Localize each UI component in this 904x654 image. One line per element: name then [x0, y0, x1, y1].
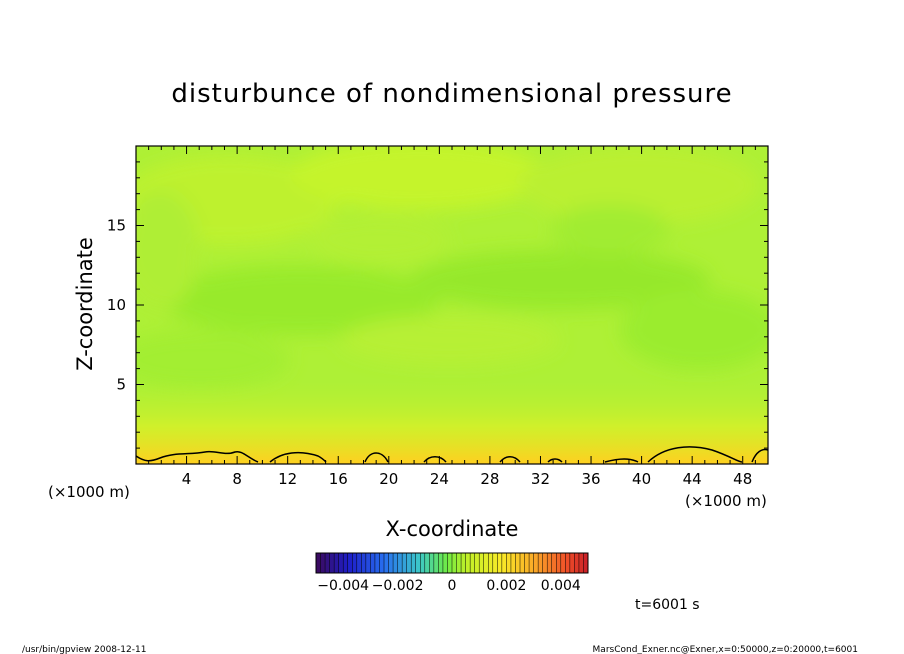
y-tick-label: 5 [116, 376, 126, 394]
colorbar-cell [533, 553, 539, 573]
colorbar-cell [510, 553, 516, 573]
colorbar-cell [320, 553, 326, 573]
colorbar-cell [547, 553, 553, 573]
colorbar-cell [456, 553, 462, 573]
colorbar-cell [442, 553, 448, 573]
contour-line [135, 446, 769, 463]
colorbar-frame [315, 552, 589, 574]
colorbar-tick-label: −0.004 [317, 578, 369, 594]
colorbar-cell [551, 553, 557, 573]
colorbar-cell [538, 553, 543, 573]
colorbar-tick-label: 0 [448, 578, 457, 594]
colorbar-cell [524, 553, 530, 573]
colorbar-cell [515, 553, 521, 573]
colorbar-cell [420, 553, 426, 573]
colorbar-cell [316, 553, 321, 573]
colorbar-cell [402, 553, 407, 573]
footer-right: MarsCond_Exner.nc@Exner,x=0:50000,z=0:20… [593, 645, 858, 654]
x-tick-label: 44 [683, 470, 702, 488]
x-unit-right: (×1000 m) [685, 492, 767, 510]
colorbar-cell [356, 553, 362, 573]
colorbar-cell [479, 553, 485, 573]
colorbar-cell [411, 553, 417, 573]
colorbar-cell [501, 553, 507, 573]
time-label: t=6001 s [635, 597, 700, 613]
colorbar-cell [578, 553, 584, 573]
colorbar-cell [556, 553, 562, 573]
x-tick-label: 20 [379, 470, 398, 488]
colorbar-cell [343, 553, 349, 573]
x-tick-label: 24 [430, 470, 449, 488]
y-axis-title: Z-coordinate [73, 237, 97, 371]
colorbar-cell [352, 553, 358, 573]
colorbar-cell [470, 553, 475, 573]
colorbar-labels: −0.004 −0.002 0 0.002 0.004 [317, 578, 581, 594]
colorbar-cell [361, 553, 367, 573]
x-tick-label: 28 [480, 470, 499, 488]
colorbar-cell [347, 553, 353, 573]
y-tick-label: 15 [107, 217, 126, 235]
colorbar-cell [424, 553, 430, 573]
colorbar-cell [374, 553, 380, 573]
x-tick-label: 40 [632, 470, 651, 488]
colorbar-cell [583, 553, 589, 573]
x-tick-label: 48 [733, 470, 752, 488]
y-tick-label: 10 [107, 296, 126, 314]
colorbar-cell [438, 553, 444, 573]
colorbar-cell [465, 553, 471, 573]
x-tick-label: 4 [182, 470, 192, 488]
colorbar-cell [397, 553, 403, 573]
colorbar-cell [429, 553, 435, 573]
colorbar-cell [474, 553, 480, 573]
colorbar-cell [506, 553, 512, 573]
colorbar-tick-label: 0.002 [486, 578, 526, 594]
colorbar-cell [542, 553, 548, 573]
colorbar-cell [497, 553, 503, 573]
heatmap-field [136, 146, 768, 464]
colorbar-cell [379, 553, 385, 573]
colorbar-cell [492, 553, 498, 573]
colorbar-cell [365, 553, 371, 573]
x-axis-title: X-coordinate [386, 517, 519, 541]
colorbar-cell [406, 553, 412, 573]
colorbar-cell [488, 553, 494, 573]
colorbar-cell [520, 553, 525, 573]
footer-left: /usr/bin/gpview 2008-12-11 [22, 645, 146, 654]
x-tick-label: 8 [232, 470, 242, 488]
x-tick-label: 32 [531, 470, 550, 488]
x-unit-left: (×1000 m) [48, 483, 130, 501]
colorbar-cell [483, 553, 489, 573]
colorbar-cell [565, 553, 571, 573]
colorbar-tick-label: −0.002 [372, 578, 424, 594]
colorbar-cell [452, 553, 457, 573]
colorbar-cell [447, 553, 453, 573]
x-tick-label: 12 [278, 470, 297, 488]
x-tick-label: 36 [581, 470, 600, 488]
colorbar-cell [329, 553, 335, 573]
colorbar-cell [334, 553, 339, 573]
colorbar-cell [569, 553, 575, 573]
colorbar-cell [433, 553, 439, 573]
colorbar-cell [461, 553, 466, 573]
x-tick-label: 16 [329, 470, 348, 488]
colorbar-tick-label: 0.004 [541, 578, 581, 594]
colorbar-cell [384, 553, 389, 573]
colorbar-cell [529, 553, 534, 573]
colorbar [315, 552, 589, 574]
colorbar-cell [393, 553, 398, 573]
colorbar-cell [370, 553, 376, 573]
colorbar-cell [388, 553, 394, 573]
colorbar-cell [574, 553, 580, 573]
colorbar-cell [415, 553, 421, 573]
chart-title: disturbunce of nondimensional pressure [171, 79, 732, 109]
colorbar-cell [325, 553, 330, 573]
colorbar-cell [560, 553, 566, 573]
colorbar-cell [338, 553, 344, 573]
